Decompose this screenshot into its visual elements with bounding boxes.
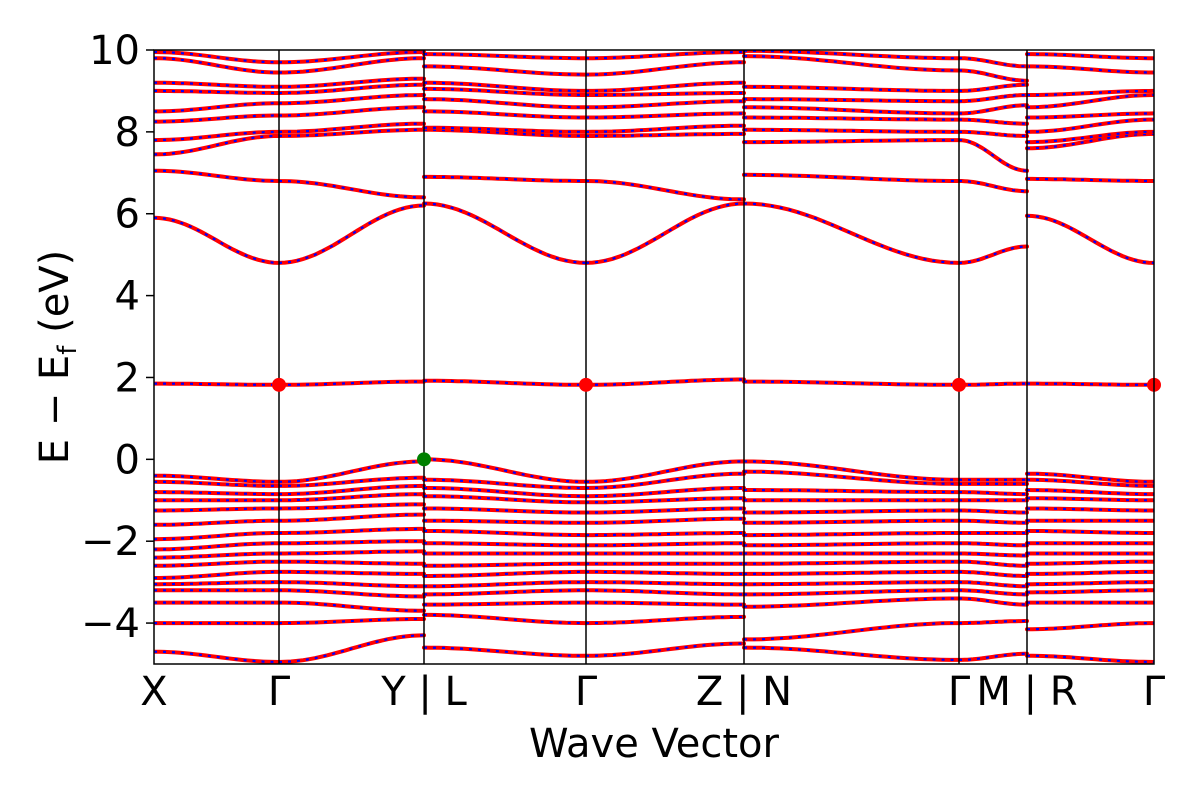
y-tick-label: 8 [115,110,140,156]
band-line-spin-down [154,597,1154,612]
band-line-spin-down [154,560,1154,567]
plot-frame [153,49,1155,665]
cbm-marker [272,377,286,392]
k-point-label: Γ [268,669,291,715]
band-line-spin-down [154,202,1154,264]
band-line-spin-up [154,633,1154,664]
y-tick-label: −2 [81,519,140,565]
band-line-spin-down [154,122,1154,144]
band-line-spin-down [154,527,1154,541]
band-line-spin-down [154,634,1154,664]
band-line-spin-down [154,470,1154,490]
y-tick-label: −4 [81,601,140,647]
y-axis-label-unit: (eV) [32,250,78,346]
k-point-label: Z | N [696,669,792,715]
y-tick-label: 4 [115,274,140,320]
band-line-spin-down [154,50,1154,68]
band-line-spin-down [154,493,1154,504]
cbm-marker [579,377,593,392]
k-point-label: M | R [976,669,1077,715]
band-line-spin-down [154,570,1154,580]
band-line-spin-up [154,612,1154,642]
band-line-spin-down [154,128,1154,172]
y-axis-label-main: E − E [32,355,78,465]
band-line-spin-down [154,169,1154,201]
y-tick-label: 6 [115,192,140,238]
band-line-spin-down [154,613,1154,641]
y-tick-label: 10 [89,28,140,74]
band-line-spin-down [154,93,1154,119]
band-line-spin-up [154,168,1154,202]
band-line-spin-down [154,581,1154,588]
band-line-spin-down [154,503,1154,514]
k-point-label: Γ [575,669,598,715]
k-point-label: Γ [1143,669,1166,715]
k-point-label: Γ [948,669,971,715]
y-tick-label: 2 [115,355,140,401]
cbm-marker [952,377,966,392]
band-line-spin-up [154,596,1154,613]
band-line-spin-down [154,77,1154,97]
band-line-spin-down [154,513,1154,526]
y-axis-label-sub: f [53,345,83,355]
band-line-spin-down [154,378,1154,386]
band-line-spin-down [154,589,1154,598]
band-line-spin-down [154,540,1154,551]
band-line-spin-down [154,83,1154,109]
band-line-spin-down [154,484,1154,498]
y-axis-label: E − Ef (eV) [32,250,83,465]
band-line-spin-down [154,458,1154,483]
band-line-spin-up [154,201,1154,265]
band-line-spin-down [154,550,1154,559]
vbm-marker [417,452,431,467]
x-axis-label: Wave Vector [529,721,780,767]
k-point-label: Y | L [380,669,467,715]
band-line-spin-down [154,106,1154,133]
kpath-divider-lines [278,50,1028,664]
k-point-label: X [140,669,167,715]
band-line-spin-down [154,55,1154,82]
band-line-spin-up [154,457,1154,484]
bands-layer [154,50,1154,664]
band-line-spin-up [154,121,1154,145]
y-axis-ticks: −4 −2 0 2 4 6 8 10 [81,28,154,647]
y-tick-label: 0 [115,437,140,483]
